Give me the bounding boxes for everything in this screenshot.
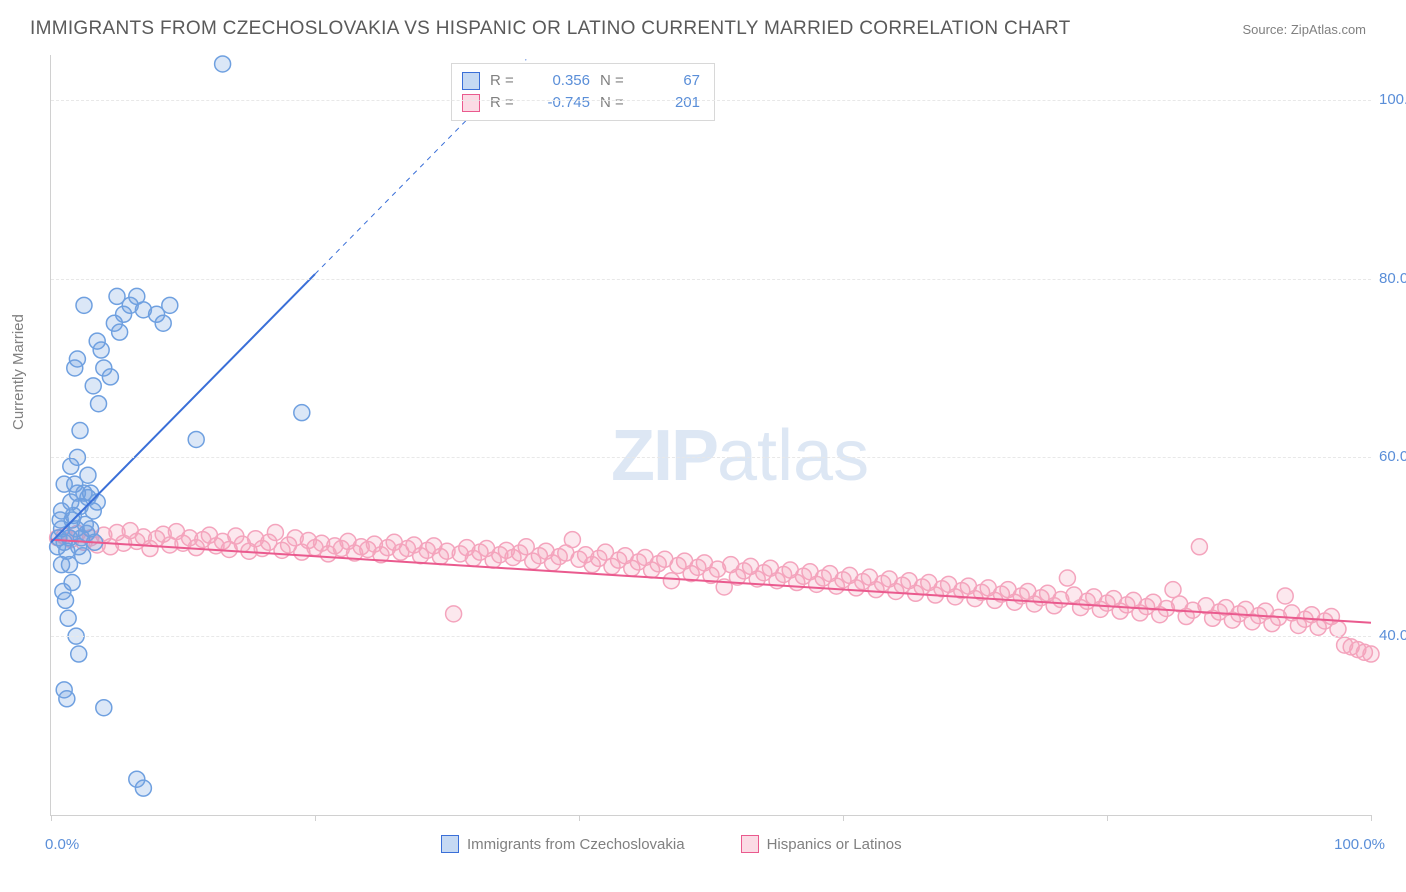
trend-line-series-a: [51, 274, 315, 542]
data-point-series-a: [112, 324, 128, 340]
x-tick-mark: [315, 815, 316, 821]
data-point-series-b: [564, 532, 580, 548]
y-tick-label: 60.0%: [1379, 448, 1406, 465]
r-label-b: R =: [490, 92, 520, 114]
data-point-series-a: [93, 342, 109, 358]
data-point-series-a: [215, 56, 231, 72]
n-label-b: N =: [600, 92, 630, 114]
data-point-series-a: [63, 458, 79, 474]
data-point-series-b: [267, 524, 283, 540]
data-point-series-a: [80, 467, 96, 483]
data-point-series-b: [446, 606, 462, 622]
x-tick-mark: [1371, 815, 1372, 821]
data-point-series-a: [135, 780, 151, 796]
x-tick-mark: [843, 815, 844, 821]
source-attribution: Source: ZipAtlas.com: [1242, 22, 1366, 37]
y-tick-label: 100.0%: [1379, 91, 1406, 108]
x-tick-mark: [579, 815, 580, 821]
y-axis-label: Currently Married: [10, 314, 27, 430]
data-point-series-a: [60, 610, 76, 626]
data-point-series-a: [67, 360, 83, 376]
data-point-series-a: [294, 405, 310, 421]
data-point-series-a: [96, 700, 112, 716]
data-point-series-a: [56, 476, 72, 492]
data-point-series-a: [85, 378, 101, 394]
x-tick-mark: [1107, 815, 1108, 821]
legend-row-series-b: R = -0.745 N = 201: [462, 92, 700, 114]
y-tick-label: 80.0%: [1379, 270, 1406, 287]
x-axis-min-label: 0.0%: [45, 836, 79, 853]
data-point-series-b: [663, 573, 679, 589]
r-label-a: R =: [490, 70, 520, 92]
grid-line: [51, 279, 1371, 280]
n-label-a: N =: [600, 70, 630, 92]
n-value-b: 201: [640, 92, 700, 114]
data-point-series-b: [1165, 582, 1181, 598]
plot-area: ZIPatlas R = 0.356 N = 67 R = -0.745 N =…: [50, 55, 1371, 816]
correlation-legend: R = 0.356 N = 67 R = -0.745 N = 201: [451, 63, 715, 121]
plot-svg: [51, 55, 1371, 815]
legend-row-series-a: R = 0.356 N = 67: [462, 70, 700, 92]
series-legend: Immigrants from Czechoslovakia Hispanics…: [441, 835, 902, 853]
data-point-series-a: [58, 592, 74, 608]
chart-title: IMMIGRANTS FROM CZECHOSLOVAKIA VS HISPAN…: [30, 18, 1071, 40]
data-point-series-a: [76, 297, 92, 313]
legend-swatch-b-bottom: [741, 835, 759, 853]
x-axis-max-label: 100.0%: [1334, 836, 1385, 853]
data-point-series-a: [54, 557, 70, 573]
legend-swatch-a: [462, 72, 480, 90]
data-point-series-b: [1330, 621, 1346, 637]
r-value-a: 0.356: [530, 70, 590, 92]
data-point-series-a: [59, 691, 75, 707]
data-point-series-a: [162, 297, 178, 313]
data-point-series-a: [188, 431, 204, 447]
legend-swatch-a-bottom: [441, 835, 459, 853]
data-point-series-a: [71, 646, 87, 662]
data-point-series-a: [75, 548, 91, 564]
data-point-series-b: [1191, 539, 1207, 555]
r-value-b: -0.745: [530, 92, 590, 114]
data-point-series-a: [155, 315, 171, 331]
x-tick-mark: [51, 815, 52, 821]
data-point-series-a: [72, 423, 88, 439]
data-point-series-b: [1059, 570, 1075, 586]
series-a-name: Immigrants from Czechoslovakia: [467, 836, 685, 853]
grid-line: [51, 636, 1371, 637]
data-point-series-a: [61, 530, 77, 546]
y-tick-label: 40.0%: [1379, 627, 1406, 644]
data-point-series-b: [1363, 646, 1379, 662]
data-point-series-a: [102, 369, 118, 385]
n-value-a: 67: [640, 70, 700, 92]
series-b-name: Hispanics or Latinos: [767, 836, 902, 853]
grid-line: [51, 457, 1371, 458]
grid-line: [51, 100, 1371, 101]
data-point-series-b: [1277, 588, 1293, 604]
legend-swatch-b: [462, 94, 480, 112]
data-point-series-a: [91, 396, 107, 412]
